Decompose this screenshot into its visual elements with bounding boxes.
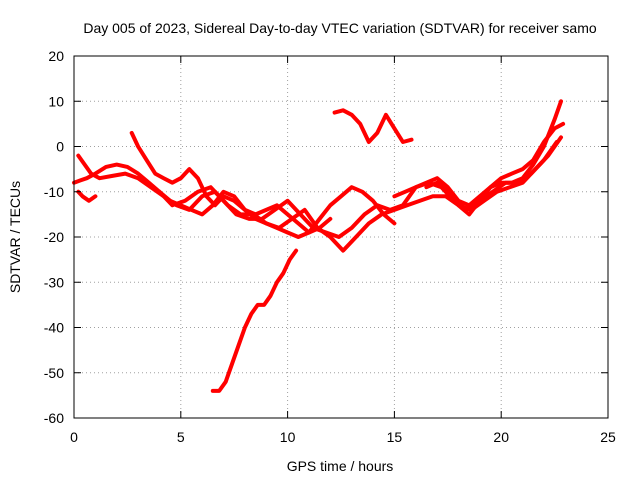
series-line-track-1 — [72, 162, 397, 239]
chart-title: Day 005 of 2023, Sidereal Day-to-day VTE… — [83, 20, 596, 36]
y-tick-label: -60 — [44, 410, 64, 426]
x-tick-label: 5 — [177, 429, 185, 445]
x-tick-label: 25 — [600, 429, 616, 445]
series-layer — [72, 99, 566, 393]
y-tick-label: -10 — [44, 184, 64, 200]
x-tick-label: 0 — [70, 429, 78, 445]
series-line-track-4 — [157, 140, 559, 239]
x-axis-label: GPS time / hours — [287, 458, 394, 474]
y-tick-label: -50 — [44, 365, 64, 381]
series-line-track-9 — [424, 121, 566, 217]
x-tick-label: 20 — [493, 429, 509, 445]
x-tick-label: 15 — [387, 429, 403, 445]
series-line-track-8 — [392, 99, 563, 208]
y-tick-label: 20 — [48, 48, 64, 64]
y-tick-label: -40 — [44, 320, 64, 336]
series-line-track-7 — [76, 189, 98, 203]
series-line-track-5 — [210, 248, 299, 393]
y-tick-label: -20 — [44, 229, 64, 245]
y-tick-label: -30 — [44, 274, 64, 290]
y-tick-label: 10 — [48, 93, 64, 109]
y-axis-label: SDTVAR / TECUs — [7, 181, 23, 293]
series-line-track-3 — [129, 130, 333, 235]
grid — [74, 56, 608, 418]
x-tick-label: 10 — [280, 429, 296, 445]
series-line-track-6 — [332, 108, 414, 144]
ticks: 0 5 10 15 20 25 -60 -50 -40 -30 -20 -10 0 10 20 — [44, 48, 616, 445]
y-tick-label: 0 — [56, 139, 64, 155]
